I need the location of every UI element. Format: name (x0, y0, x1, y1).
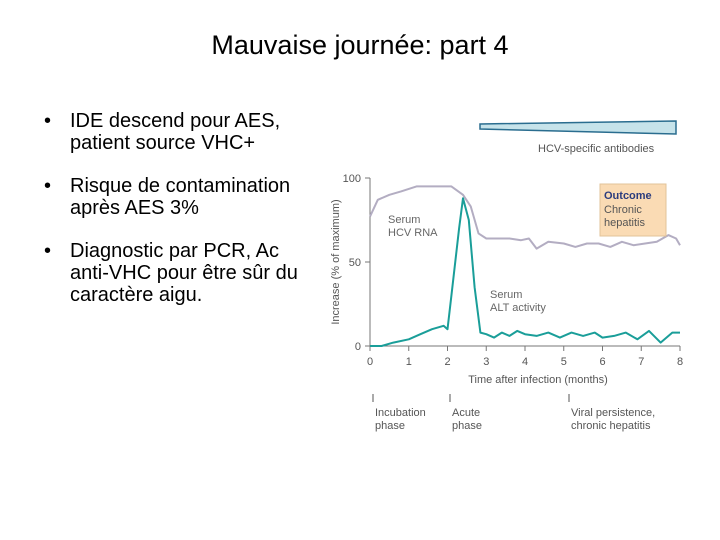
bullet-item: • IDE descend pour AES, patient source VH… (44, 110, 304, 154)
x-tick-label: 4 (522, 356, 528, 368)
antibody-bar (479, 120, 677, 135)
x-tick-label: 6 (599, 356, 605, 368)
x-tick-label: 8 (677, 356, 683, 368)
x-tick-label: 1 (406, 356, 412, 368)
series-line-alt-activity (370, 197, 680, 347)
series-label-hcv-rna-line1: Serum (388, 214, 420, 226)
x-tick-label: 5 (561, 356, 567, 368)
outcome-title: Outcome (604, 190, 652, 202)
y-tick-label: 100 (343, 173, 361, 185)
outcome-lines: Chronic hepatitis (604, 204, 645, 229)
bullet-item: • Risque de contamination après AES 3% (44, 175, 304, 219)
slide-title: Mauvaise journée: part 4 (211, 30, 509, 60)
y-axis-label: Increase (% of maximum) (330, 199, 342, 324)
x-tick-label: 3 (483, 356, 489, 368)
series-label-alt-line1: Serum (490, 289, 522, 301)
phase-acute-line1: Acute (452, 407, 480, 419)
bullet-text: IDE descend pour AES, patient source VHC… (70, 110, 281, 154)
outcome-line2: hepatitis (604, 217, 645, 229)
series-label-hcv-rna-line2: HCV RNA (388, 227, 438, 239)
outcome-box (599, 183, 667, 237)
bullet-item: • Diagnostic par PCR, Ac anti-VHC pour êt… (44, 240, 304, 306)
x-tick-label: 2 (444, 356, 450, 368)
phase-incubation-line1: Incubation (375, 407, 426, 419)
bullet-glyph: • (44, 175, 52, 197)
y-tick-label: 50 (349, 257, 361, 269)
series-line-hcv-rna (369, 185, 681, 250)
series-label-alt-line2: ALT activity (490, 302, 546, 314)
phase-label-chronic: Viral persistence, chronic hepatitis (571, 407, 658, 432)
series-label-alt: Serum ALT activity (490, 289, 546, 314)
phase-incubation-line2: phase (375, 420, 405, 432)
phase-chronic-line1: Viral persistence, (571, 407, 655, 419)
chart-svg: HCV-specific antibodies 0 50 100 0 1 2 3 4 5 6 7 8… (330, 120, 683, 432)
series-group (369, 185, 681, 347)
bullet-list: • IDE descend pour AES, patient source VH… (44, 110, 304, 327)
x-tick-group: 0 1 2 3 4 5 6 7 8 (367, 346, 683, 368)
x-tick-label: 0 (367, 356, 373, 368)
bullet-text: Risque de contamination après AES 3% (70, 175, 291, 219)
antibody-bar-label: HCV-specific antibodies (538, 143, 655, 155)
phase-label-acute: Acute phase (452, 407, 483, 432)
bullet-glyph: • (44, 110, 52, 132)
y-tick-group: 0 50 100 (343, 173, 370, 353)
x-axis-label: Time after infection (months) (468, 374, 608, 386)
series-label-hcv-rna: Serum HCV RNA (388, 214, 438, 239)
hcv-chart: HCV-specific antibodies 0 50 100 0 1 2 3 4 5 6 7 8… (320, 110, 700, 440)
phase-label-incubation: Incubation phase (375, 407, 429, 432)
x-tick-label: 7 (638, 356, 644, 368)
bullet-glyph: • (44, 240, 52, 262)
y-tick-label: 0 (355, 341, 361, 353)
phase-acute-line2: phase (452, 420, 482, 432)
phase-chronic-line2: chronic hepatitis (571, 420, 651, 432)
outcome-line1: Chronic (604, 204, 642, 216)
bullet-text: Diagnostic par PCR, Ac anti-VHC pour êtr… (70, 240, 298, 306)
